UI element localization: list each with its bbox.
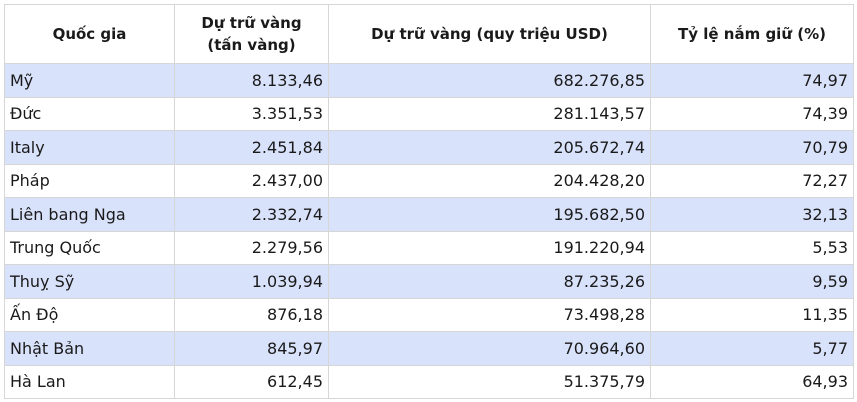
cell-usd: 51.375,79 [328, 364, 651, 399]
cell-ratio: 11,35 [650, 297, 854, 332]
table-row: Liên bang Nga 2.332,74 195.682,50 32,13 [4, 197, 854, 232]
cell-country: Trung Quốc [4, 230, 175, 265]
cell-ratio: 64,93 [650, 364, 854, 399]
table-row: Thuỵ Sỹ 1.039,94 87.235,26 9,59 [4, 264, 854, 299]
header-reserves-tons: Dự trữ vàng (tấn vàng) [174, 4, 329, 64]
cell-usd: 204.428,20 [328, 163, 651, 198]
cell-tons: 2.451,84 [174, 130, 329, 165]
cell-tons: 845,97 [174, 331, 329, 366]
cell-country: Ấn Độ [4, 297, 175, 332]
cell-tons: 612,45 [174, 364, 329, 399]
header-reserves-tons-line2: (tấn vàng) [207, 36, 296, 54]
cell-ratio: 5,53 [650, 230, 854, 265]
gold-reserves-table: Quốc gia Dự trữ vàng (tấn vàng) Dự trữ v… [4, 4, 854, 399]
table-row: Hà Lan 612,45 51.375,79 64,93 [4, 364, 854, 399]
table-row: Pháp 2.437,00 204.428,20 72,27 [4, 163, 854, 198]
cell-usd: 205.672,74 [328, 130, 651, 165]
table-row: Đức 3.351,53 281.143,57 74,39 [4, 96, 854, 131]
header-country: Quốc gia [4, 4, 175, 64]
cell-country: Mỹ [4, 63, 175, 98]
cell-ratio: 72,27 [650, 163, 854, 198]
cell-ratio: 32,13 [650, 197, 854, 232]
cell-usd: 73.498,28 [328, 297, 651, 332]
table-row: Italy 2.451,84 205.672,74 70,79 [4, 130, 854, 165]
cell-ratio: 9,59 [650, 264, 854, 299]
table-row: Mỹ 8.133,46 682.276,85 74,97 [4, 63, 854, 98]
table-header-row: Quốc gia Dự trữ vàng (tấn vàng) Dự trữ v… [4, 4, 854, 64]
cell-usd: 70.964,60 [328, 331, 651, 366]
cell-ratio: 74,39 [650, 96, 854, 131]
cell-tons: 1.039,94 [174, 264, 329, 299]
table-row: Ấn Độ 876,18 73.498,28 11,35 [4, 297, 854, 332]
cell-tons: 876,18 [174, 297, 329, 332]
cell-usd: 682.276,85 [328, 63, 651, 98]
cell-tons: 3.351,53 [174, 96, 329, 131]
cell-country: Liên bang Nga [4, 197, 175, 232]
header-holding-ratio: Tỷ lệ nắm giữ (%) [650, 4, 854, 64]
table-row: Nhật Bản 845,97 70.964,60 5,77 [4, 331, 854, 366]
cell-usd: 281.143,57 [328, 96, 651, 131]
cell-tons: 2.332,74 [174, 197, 329, 232]
cell-country: Italy [4, 130, 175, 165]
cell-country: Thuỵ Sỹ [4, 264, 175, 299]
cell-usd: 87.235,26 [328, 264, 651, 299]
cell-tons: 2.279,56 [174, 230, 329, 265]
cell-country: Pháp [4, 163, 175, 198]
cell-ratio: 70,79 [650, 130, 854, 165]
header-reserves-usd: Dự trữ vàng (quy triệu USD) [328, 4, 651, 64]
table-row: Trung Quốc 2.279,56 191.220,94 5,53 [4, 230, 854, 265]
cell-country: Nhật Bản [4, 331, 175, 366]
cell-ratio: 5,77 [650, 331, 854, 366]
cell-usd: 195.682,50 [328, 197, 651, 232]
cell-ratio: 74,97 [650, 63, 854, 98]
cell-tons: 8.133,46 [174, 63, 329, 98]
cell-usd: 191.220,94 [328, 230, 651, 265]
header-reserves-tons-line1: Dự trữ vàng [201, 14, 302, 32]
cell-tons: 2.437,00 [174, 163, 329, 198]
cell-country: Đức [4, 96, 175, 131]
cell-country: Hà Lan [4, 364, 175, 399]
